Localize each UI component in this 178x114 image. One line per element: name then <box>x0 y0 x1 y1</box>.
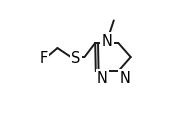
Text: N: N <box>97 71 108 86</box>
Text: N: N <box>102 34 112 49</box>
Text: S: S <box>71 50 81 65</box>
Text: F: F <box>39 50 48 65</box>
Text: N: N <box>120 71 130 86</box>
